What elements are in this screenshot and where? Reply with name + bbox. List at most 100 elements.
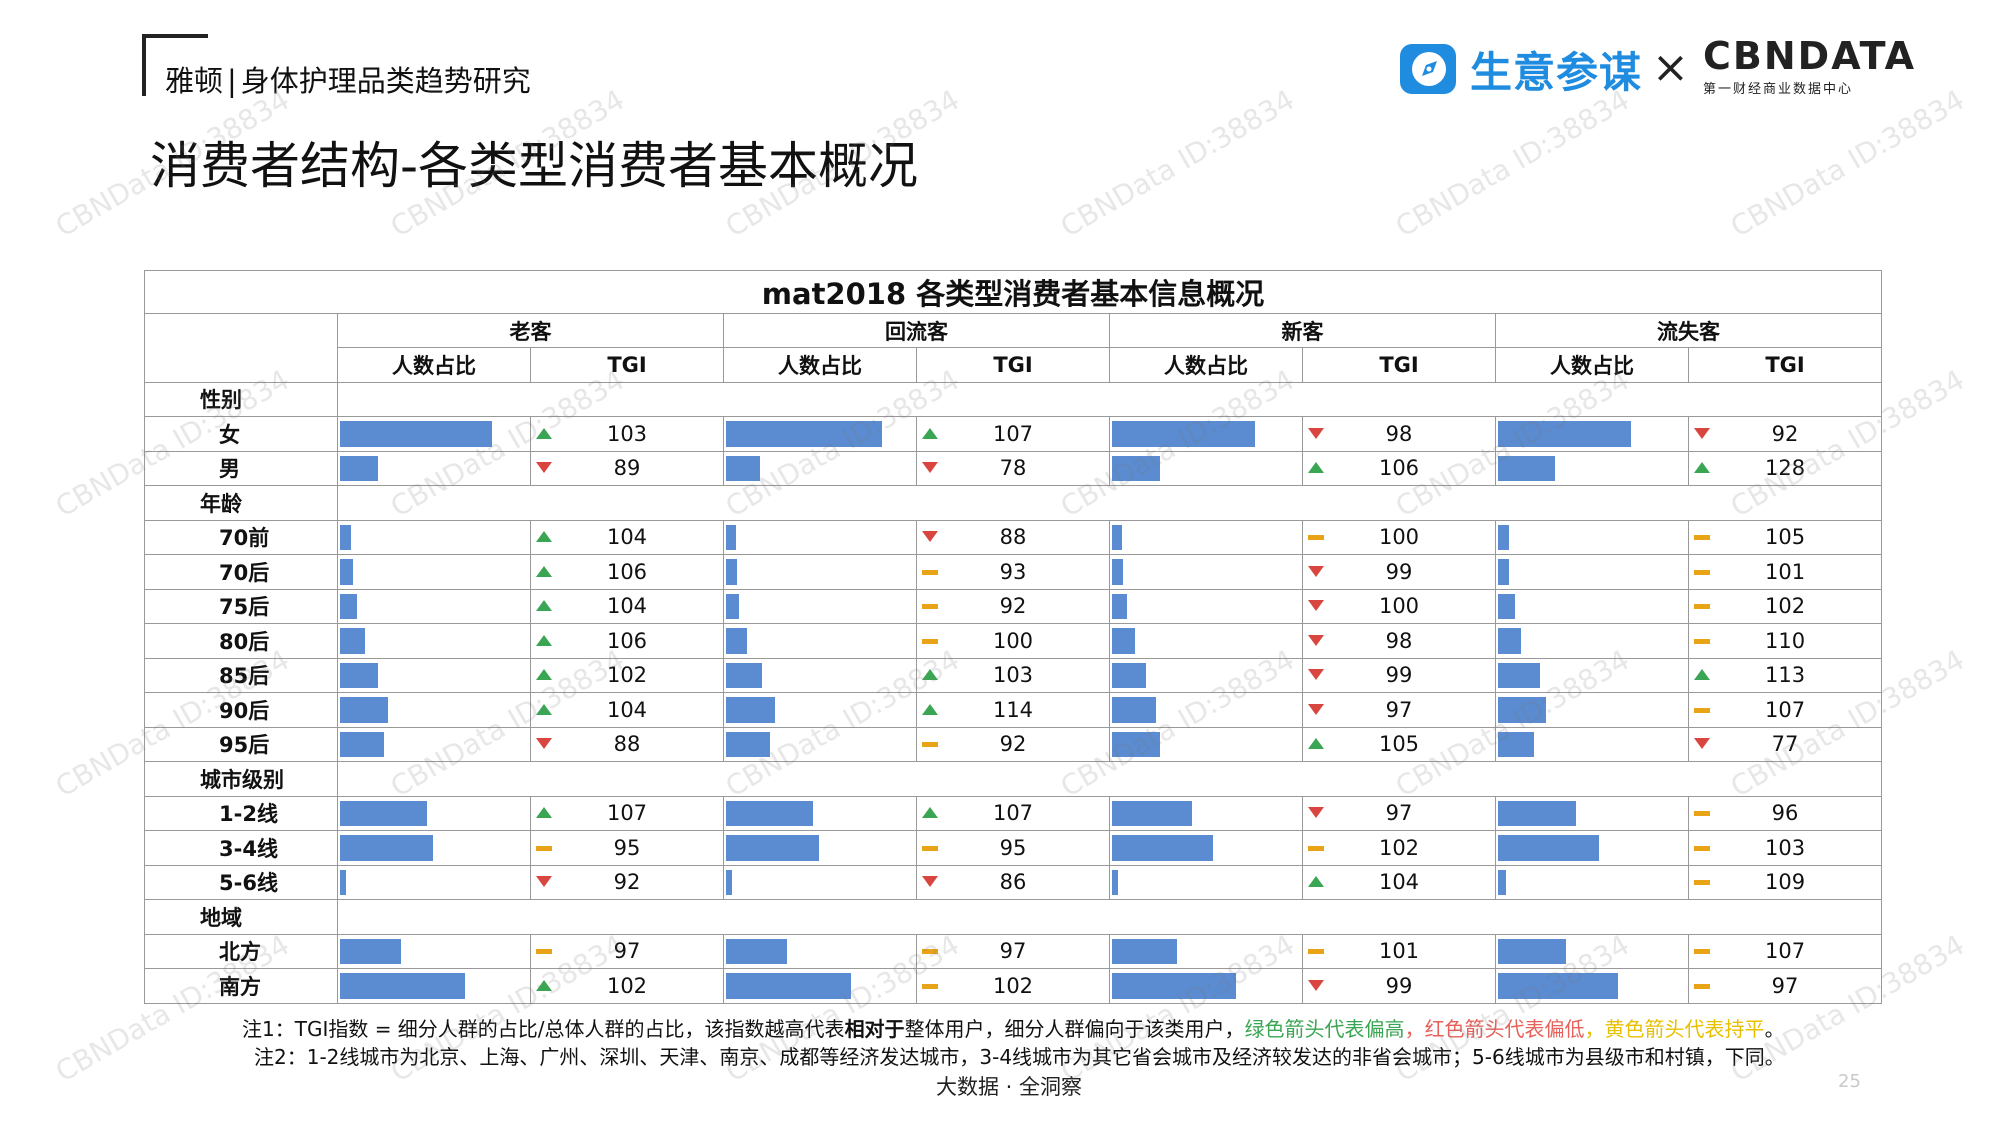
arrow-up-icon — [1694, 462, 1710, 474]
arrow-up-icon — [536, 600, 552, 612]
arrow-down-icon — [1694, 738, 1710, 750]
share-bar — [1498, 421, 1631, 447]
share-bar — [1112, 800, 1192, 826]
tgi-cell: 105 — [1687, 519, 1883, 555]
row-label: 85后 — [144, 657, 338, 693]
arrow-down-icon — [1694, 427, 1710, 439]
share-cell — [1109, 623, 1303, 659]
tgi-value: 98 — [1385, 628, 1413, 653]
share-bar — [726, 559, 738, 585]
category-spacer — [336, 761, 1883, 797]
tgi-value: 99 — [1385, 663, 1413, 688]
share-cell — [337, 933, 531, 969]
arrow-down-icon — [1308, 565, 1324, 577]
watermark: CBNData ID:38834 — [1725, 83, 1970, 244]
share-cell — [723, 795, 917, 831]
tgi-cell: 103 — [530, 416, 724, 452]
share-bar — [726, 869, 732, 895]
share-cell — [723, 864, 917, 900]
row-label: 3-4线 — [144, 830, 338, 866]
share-cell — [1495, 968, 1689, 1004]
row-label: 75后 — [144, 588, 338, 624]
tgi-value: 107 — [1764, 939, 1806, 964]
tgi-cell: 114 — [916, 692, 1110, 728]
tgi-value: 105 — [1764, 525, 1806, 550]
arrow-down-icon — [1308, 669, 1324, 681]
share-cell — [723, 657, 917, 693]
flat-dash-icon — [1694, 845, 1710, 851]
share-cell — [1109, 588, 1303, 624]
share-bar — [1112, 697, 1156, 723]
arrow-up-icon — [536, 531, 552, 543]
tgi-value: 128 — [1764, 456, 1806, 481]
page-title: 消费者结构-各类型消费者基本概况 — [150, 137, 919, 195]
tgi-cell: 92 — [916, 588, 1110, 624]
tgi-value: 106 — [606, 559, 648, 584]
arrow-down-icon — [922, 531, 938, 543]
share-cell — [337, 588, 531, 624]
arrow-up-icon — [1308, 738, 1324, 750]
share-cell — [723, 623, 917, 659]
share-bar — [1112, 731, 1160, 757]
share-bar — [1112, 593, 1128, 619]
share-cell — [1109, 450, 1303, 486]
tgi-cell: 88 — [530, 726, 724, 762]
tgi-header: TGI — [916, 347, 1110, 383]
arrow-down-icon — [1308, 427, 1324, 439]
tgi-value: 104 — [606, 697, 648, 722]
tgi-cell: 99 — [1302, 968, 1496, 1004]
tgi-value: 92 — [1771, 421, 1799, 446]
share-bar — [1498, 559, 1510, 585]
tgi-cell: 109 — [1687, 864, 1883, 900]
share-bar — [340, 559, 354, 585]
tgi-value: 78 — [999, 456, 1027, 481]
share-cell — [1109, 864, 1303, 900]
share-bar — [340, 697, 388, 723]
tgi-cell: 106 — [530, 554, 724, 590]
row-label: 男 — [144, 450, 338, 486]
share-bar — [340, 421, 492, 447]
share-cell — [723, 968, 917, 1004]
arrow-up-icon — [536, 703, 552, 715]
flat-dash-icon — [1694, 983, 1710, 989]
tgi-cell: 113 — [1687, 657, 1883, 693]
table-row: 70后 106 93 99 101 — [144, 554, 1883, 590]
tgi-cell: 92 — [530, 864, 724, 900]
tgi-header: TGI — [1687, 347, 1883, 383]
note-1-green: 绿色箭头代表偏高 — [1244, 1017, 1405, 1041]
tgi-cell: 78 — [916, 450, 1110, 486]
tgi-value: 106 — [606, 628, 648, 653]
share-cell — [723, 554, 917, 590]
tgi-value: 103 — [992, 663, 1034, 688]
flat-dash-icon — [1694, 949, 1710, 955]
share-cell — [1495, 933, 1689, 969]
tgi-value: 99 — [1385, 559, 1413, 584]
arrow-up-icon — [922, 703, 938, 715]
share-bar — [340, 455, 378, 481]
share-bar — [1498, 973, 1618, 999]
share-cell — [1109, 968, 1303, 1004]
times-sign: × — [1652, 42, 1689, 93]
share-bar — [340, 628, 365, 654]
share-cell — [337, 692, 531, 728]
share-bar — [1498, 938, 1567, 964]
share-bar — [340, 524, 352, 550]
row-label: 1-2线 — [144, 795, 338, 831]
tgi-cell: 107 — [916, 795, 1110, 831]
share-bar — [1112, 869, 1118, 895]
tgi-cell: 107 — [1687, 933, 1883, 969]
share-bar — [726, 835, 820, 861]
share-bar — [1112, 938, 1177, 964]
tgi-cell: 104 — [1302, 864, 1496, 900]
share-bar — [340, 662, 378, 688]
category-label: 年龄 — [144, 485, 338, 521]
shengyi-canmou-text: 生意参谋 — [1470, 47, 1643, 97]
share-bar — [726, 628, 747, 654]
tgi-cell: 103 — [1687, 830, 1883, 866]
watermark: CBNData ID:38834 — [1390, 83, 1635, 244]
note-1-prefix: 注1：TGI指数 = 细分人群的占比/总体人群的占比，该指数越高代表 — [242, 1017, 845, 1041]
tgi-header: TGI — [530, 347, 724, 383]
share-bar — [726, 455, 761, 481]
flat-dash-icon — [536, 845, 552, 851]
share-bar — [340, 800, 428, 826]
